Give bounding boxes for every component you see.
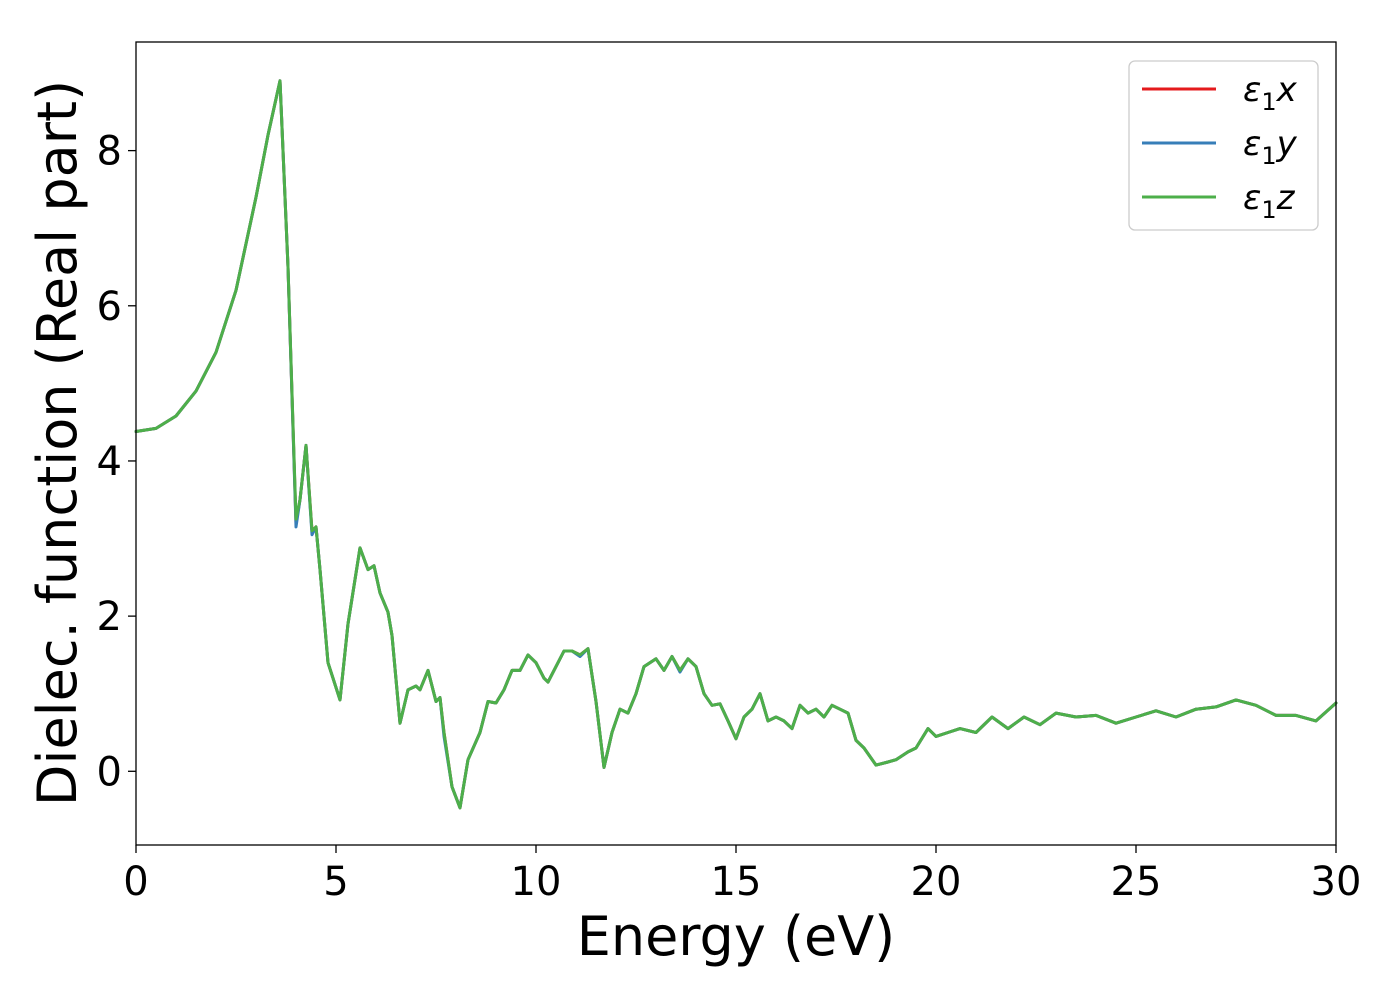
x-tick-label: 0 <box>123 859 148 905</box>
x-tick-label: 30 <box>1311 859 1362 905</box>
y-tick-label: 0 <box>97 749 122 795</box>
x-axis-title: Energy (eV) <box>577 905 896 968</box>
legend-box <box>1128 60 1319 231</box>
series-line-z <box>134 79 1338 810</box>
x-tick-label: 15 <box>711 859 762 905</box>
series-layer <box>134 79 1338 810</box>
legend-label-x: ε1x <box>1243 70 1298 116</box>
x-tick-label: 20 <box>911 859 962 905</box>
y-tick-label: 8 <box>97 129 122 175</box>
y-tick-label: 2 <box>97 594 122 640</box>
x-axis: 0 5 10 15 20 25 30 <box>123 845 1361 905</box>
x-tick-label: 5 <box>323 859 348 905</box>
x-tick-label: 25 <box>1111 859 1162 905</box>
y-tick-label: 4 <box>97 439 122 485</box>
x-tick-label: 10 <box>511 859 562 905</box>
y-tick-label: 6 <box>97 284 122 330</box>
legend: ε1x ε1y ε1z <box>1128 60 1319 231</box>
y-axis-title: Dielec. function (Real part) <box>26 80 89 806</box>
y-axis: 0 2 4 6 8 <box>97 129 136 795</box>
legend-label-z: ε1z <box>1243 178 1296 224</box>
legend-label-y: ε1y <box>1243 124 1298 170</box>
